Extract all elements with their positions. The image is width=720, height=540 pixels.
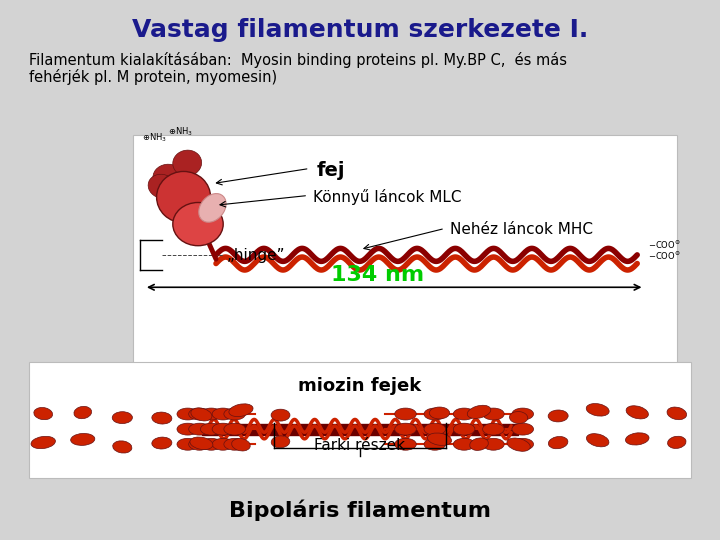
Ellipse shape xyxy=(586,403,609,416)
Ellipse shape xyxy=(510,411,528,423)
Ellipse shape xyxy=(152,437,172,449)
Ellipse shape xyxy=(667,436,686,448)
Ellipse shape xyxy=(467,406,491,419)
Ellipse shape xyxy=(549,436,568,449)
Ellipse shape xyxy=(512,438,534,450)
Ellipse shape xyxy=(190,437,213,450)
Text: fej: fej xyxy=(317,160,346,180)
Ellipse shape xyxy=(177,438,199,450)
Ellipse shape xyxy=(224,438,246,450)
Ellipse shape xyxy=(200,438,222,450)
Ellipse shape xyxy=(152,412,172,424)
Ellipse shape xyxy=(454,438,475,450)
Ellipse shape xyxy=(224,423,246,435)
Ellipse shape xyxy=(34,408,53,420)
Ellipse shape xyxy=(148,174,176,198)
Ellipse shape xyxy=(212,438,234,450)
Text: Könnyű láncok MLC: Könnyű láncok MLC xyxy=(313,189,462,205)
Ellipse shape xyxy=(507,438,530,451)
Text: miozin fejek: miozin fejek xyxy=(298,377,422,395)
Ellipse shape xyxy=(153,164,186,192)
Ellipse shape xyxy=(395,408,416,420)
Text: Filamentum kialakításában:  Myosin binding proteins pl. My.BP C,  és más: Filamentum kialakításában: Myosin bindin… xyxy=(29,52,567,69)
Ellipse shape xyxy=(482,423,504,435)
Ellipse shape xyxy=(173,150,202,176)
Ellipse shape xyxy=(469,438,488,450)
Ellipse shape xyxy=(71,434,95,445)
Text: Farki részek: Farki részek xyxy=(315,438,405,453)
Ellipse shape xyxy=(395,438,416,450)
Ellipse shape xyxy=(512,423,534,435)
Text: $-$COO$^{\ominus}$: $-$COO$^{\ominus}$ xyxy=(648,249,680,262)
Ellipse shape xyxy=(667,407,687,420)
Ellipse shape xyxy=(212,423,234,435)
Ellipse shape xyxy=(212,408,234,420)
Ellipse shape xyxy=(626,406,649,419)
Ellipse shape xyxy=(229,404,253,416)
FancyBboxPatch shape xyxy=(29,362,691,478)
Ellipse shape xyxy=(429,407,449,419)
Text: $-$COO$^{\ominus}$: $-$COO$^{\ominus}$ xyxy=(648,239,680,251)
Ellipse shape xyxy=(271,436,290,448)
Ellipse shape xyxy=(586,434,609,447)
Ellipse shape xyxy=(454,423,475,435)
Ellipse shape xyxy=(512,408,534,420)
Ellipse shape xyxy=(454,408,475,420)
Ellipse shape xyxy=(271,409,290,421)
Text: Bipoláris filamentum: Bipoláris filamentum xyxy=(229,500,491,521)
Ellipse shape xyxy=(189,438,210,450)
Ellipse shape xyxy=(548,410,568,422)
Ellipse shape xyxy=(177,423,199,435)
Ellipse shape xyxy=(157,172,210,222)
Ellipse shape xyxy=(191,408,212,421)
Text: $\oplus$NH$_3$: $\oplus$NH$_3$ xyxy=(168,126,192,138)
Ellipse shape xyxy=(199,193,226,222)
Ellipse shape xyxy=(189,423,210,435)
Text: 134 nm: 134 nm xyxy=(331,265,425,286)
Text: $\oplus$NH$_3$: $\oplus$NH$_3$ xyxy=(143,131,167,144)
Ellipse shape xyxy=(113,441,132,453)
Ellipse shape xyxy=(200,423,222,435)
Ellipse shape xyxy=(424,423,446,435)
Ellipse shape xyxy=(31,436,55,449)
Ellipse shape xyxy=(232,438,251,451)
Ellipse shape xyxy=(173,202,223,246)
Ellipse shape xyxy=(200,408,222,420)
Ellipse shape xyxy=(177,408,199,420)
Ellipse shape xyxy=(395,423,416,435)
Text: fehérjék pl. M protein, myomesin): fehérjék pl. M protein, myomesin) xyxy=(29,69,277,85)
Ellipse shape xyxy=(626,433,649,445)
Ellipse shape xyxy=(482,408,504,420)
Text: Vastag filamentum szerkezete I.: Vastag filamentum szerkezete I. xyxy=(132,18,588,42)
Ellipse shape xyxy=(482,438,504,450)
Text: Nehéz láncok MHC: Nehéz láncok MHC xyxy=(450,222,593,237)
Ellipse shape xyxy=(189,408,210,420)
Ellipse shape xyxy=(224,408,246,420)
FancyBboxPatch shape xyxy=(133,135,677,381)
Ellipse shape xyxy=(112,411,132,423)
Ellipse shape xyxy=(428,433,451,446)
Ellipse shape xyxy=(74,407,91,418)
Text: „hinge”: „hinge” xyxy=(227,248,285,263)
Ellipse shape xyxy=(424,438,446,450)
Ellipse shape xyxy=(424,408,446,420)
